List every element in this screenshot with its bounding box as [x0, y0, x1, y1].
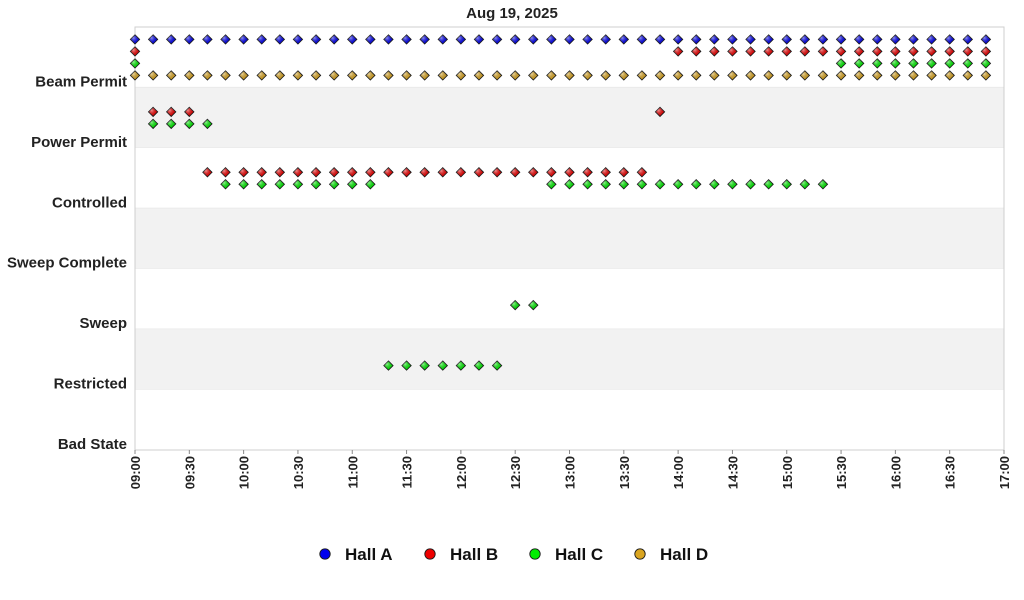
y-category-label: Restricted — [54, 376, 127, 393]
x-tick-label: 17:00 — [997, 456, 1012, 489]
y-category-label: Beam Permit — [35, 73, 127, 90]
x-tick-label: 10:00 — [237, 456, 252, 489]
grid-band — [135, 268, 1004, 330]
y-category-label: Sweep — [79, 315, 127, 332]
x-tick-label: 13:00 — [563, 456, 578, 489]
x-tick-label: 11:30 — [400, 456, 415, 489]
x-tick-label: 15:30 — [834, 456, 849, 489]
x-tick-label: 09:30 — [182, 456, 197, 489]
x-tick-label: 10:30 — [291, 456, 306, 489]
legend-marker — [634, 548, 646, 560]
grid-band — [135, 147, 1004, 209]
chart-title: Aug 19, 2025 — [466, 5, 558, 22]
legend-label: Hall D — [660, 545, 708, 564]
x-tick-label: 16:30 — [943, 456, 958, 489]
y-category-label: Bad State — [58, 436, 127, 453]
y-category-label: Sweep Complete — [7, 255, 127, 272]
legend-label: Hall B — [450, 545, 498, 564]
legend-label: Hall A — [345, 545, 393, 564]
grid-band — [135, 208, 1004, 269]
x-tick-label: 12:00 — [454, 456, 469, 489]
y-category-label: Controlled — [52, 194, 127, 211]
legend-label: Hall C — [555, 545, 603, 564]
legend-marker — [529, 548, 541, 560]
x-tick-label: 15:00 — [780, 456, 795, 489]
grid-band — [135, 389, 1004, 450]
x-tick-label: 11:00 — [345, 456, 360, 489]
grid-band — [135, 87, 1004, 148]
legend-marker — [424, 548, 436, 560]
grid-band — [135, 329, 1004, 390]
x-tick-label: 13:30 — [617, 456, 632, 489]
x-tick-label: 09:00 — [128, 456, 143, 489]
x-tick-label: 16:00 — [888, 456, 903, 489]
x-tick-label: 14:30 — [725, 456, 740, 489]
y-category-label: Power Permit — [31, 134, 127, 151]
x-tick-label: 12:30 — [508, 456, 523, 489]
legend-marker — [319, 548, 331, 560]
x-tick-label: 14:00 — [671, 456, 686, 489]
